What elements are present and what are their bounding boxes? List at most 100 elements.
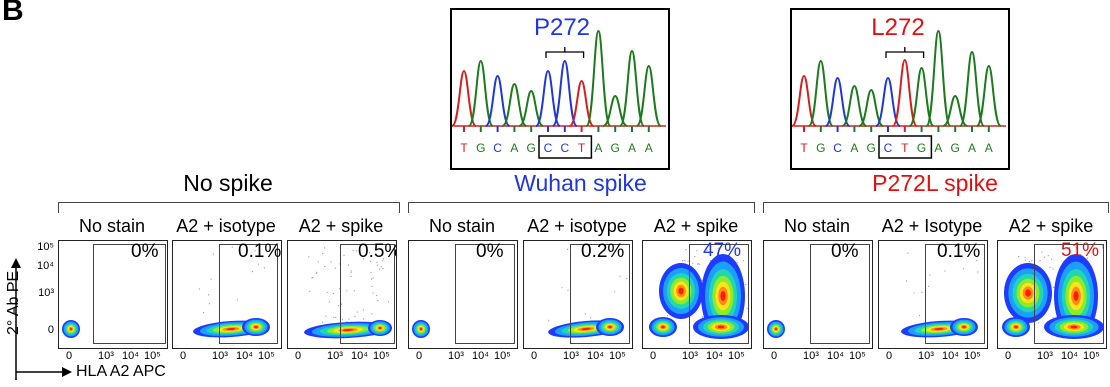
x-tick-label: 10⁴	[351, 350, 368, 362]
flow-plot: 47%	[642, 240, 752, 349]
x-tick-label: 10³	[803, 350, 819, 362]
plot-label: A2 + isotype	[176, 216, 276, 236]
gate-box	[219, 244, 278, 344]
x-tick-label: 10³	[918, 350, 934, 362]
trace-peak	[551, 59, 578, 127]
base-letter: T	[901, 141, 909, 155]
flow-plot: 0.2%	[523, 240, 633, 349]
trace-peak	[875, 76, 901, 127]
x-tick-label: 10⁴	[122, 350, 139, 362]
x-tick-label: 10³	[327, 350, 343, 362]
flow-plot: 0%	[763, 240, 873, 349]
trace-peak	[452, 69, 477, 127]
base-letter: G	[611, 141, 620, 155]
codon-box	[878, 135, 933, 159]
base-letter: G	[951, 141, 960, 155]
codon-bracket	[545, 47, 585, 58]
chromatogram-mutant-title: L272	[871, 14, 925, 41]
trace-peak	[959, 50, 985, 127]
base-letter: A	[968, 141, 976, 155]
gate-box	[93, 244, 166, 344]
trace-peak	[535, 69, 561, 127]
group-bracket-no-spike	[58, 202, 400, 213]
base-letter: C	[493, 141, 502, 155]
x-tick-label: 10⁴	[472, 350, 489, 362]
trace-peak	[858, 88, 884, 127]
trace-peak	[518, 89, 544, 127]
x-tick-label: 10³	[212, 350, 228, 362]
plot-label: A2 + Isotype	[881, 216, 983, 236]
plot-label: A2 + spike	[298, 216, 384, 236]
base-letter: T	[460, 141, 468, 155]
x-tick-label: 10⁴	[236, 350, 253, 362]
base-letter: A	[628, 141, 636, 155]
x-tick-label: 10³	[1037, 350, 1053, 362]
group-bracket-p272l-spike	[763, 202, 1109, 213]
x-tick-label: 10³	[682, 350, 698, 362]
gate-percentage: 0.2%	[581, 241, 625, 262]
x-tick-label: 0	[1005, 350, 1012, 362]
x-tick-label: 0	[650, 350, 657, 362]
x-tick-label: 0	[416, 350, 423, 362]
base-letter: G	[476, 141, 485, 155]
x-tick-label: 10⁴	[942, 350, 959, 362]
codon-bracket	[885, 47, 925, 58]
x-tick-label: 10³	[98, 350, 114, 362]
base-letter: G	[527, 141, 536, 155]
x-tick-label: 10⁵	[494, 350, 511, 362]
trace-peak	[908, 66, 935, 127]
x-tick-label: 10³	[448, 350, 464, 362]
gate-box	[340, 244, 395, 344]
base-letter: A	[985, 141, 993, 155]
trace-peak	[501, 82, 528, 127]
x-tick-label: 10⁵	[144, 350, 161, 362]
x-tick-label: 0	[531, 350, 538, 362]
y-tick-label: 0	[47, 324, 54, 336]
base-letter: C	[544, 141, 553, 155]
gate-box	[810, 244, 870, 344]
x-tick-label: 10⁵	[373, 350, 390, 362]
trace-peak	[484, 74, 511, 127]
gate-box	[689, 244, 749, 344]
gate-percentage: 0.5%	[358, 241, 397, 262]
x-tick-label: 0	[295, 350, 302, 362]
base-letter: A	[510, 141, 518, 155]
gate-box	[1034, 244, 1104, 344]
trace-peak	[824, 76, 851, 127]
base-letter: A	[645, 141, 653, 155]
codon-box	[538, 135, 593, 159]
x-tick-label: 0	[66, 350, 73, 362]
x-tick-label: 10³	[563, 350, 579, 362]
x-tick-label: 10⁵	[609, 350, 626, 362]
trace-peak	[568, 79, 595, 127]
x-tick-label: 10⁵	[258, 350, 275, 362]
x-tick-label: 0	[180, 350, 187, 362]
x-tick-label: 10⁵	[728, 350, 745, 362]
flow-plot: 0.1%	[878, 240, 988, 349]
x-tick-label: 10⁴	[706, 350, 723, 362]
x-axis-label: HLA A2 APC	[76, 363, 166, 380]
gate-box	[570, 244, 630, 344]
flow-plot: 51%	[997, 240, 1107, 349]
gate-box	[455, 244, 515, 344]
panel-letter: B	[2, 0, 24, 27]
plot-label: No stain	[428, 216, 496, 236]
plot-label: A2 + spike	[1008, 216, 1094, 236]
trace-peak	[807, 59, 834, 127]
group-bracket-wuhan-spike	[408, 202, 755, 213]
gate-percentage: 47%	[703, 240, 742, 261]
plot-label: No stain	[783, 216, 851, 236]
base-letter: G	[816, 141, 825, 155]
trace-peak	[925, 29, 952, 127]
flow-plot: 0.1%	[172, 240, 282, 349]
x-tick-label: 0	[886, 350, 893, 362]
y-tick-label: 10⁴	[37, 260, 54, 272]
trace-peak	[891, 58, 918, 127]
base-letter: T	[578, 141, 586, 155]
gate-percentage: 51%	[1061, 240, 1100, 261]
base-letter: G	[917, 141, 926, 155]
chromatogram-wuhan-title: P272	[533, 14, 591, 41]
plot-label: A2 + isotype	[527, 216, 627, 236]
